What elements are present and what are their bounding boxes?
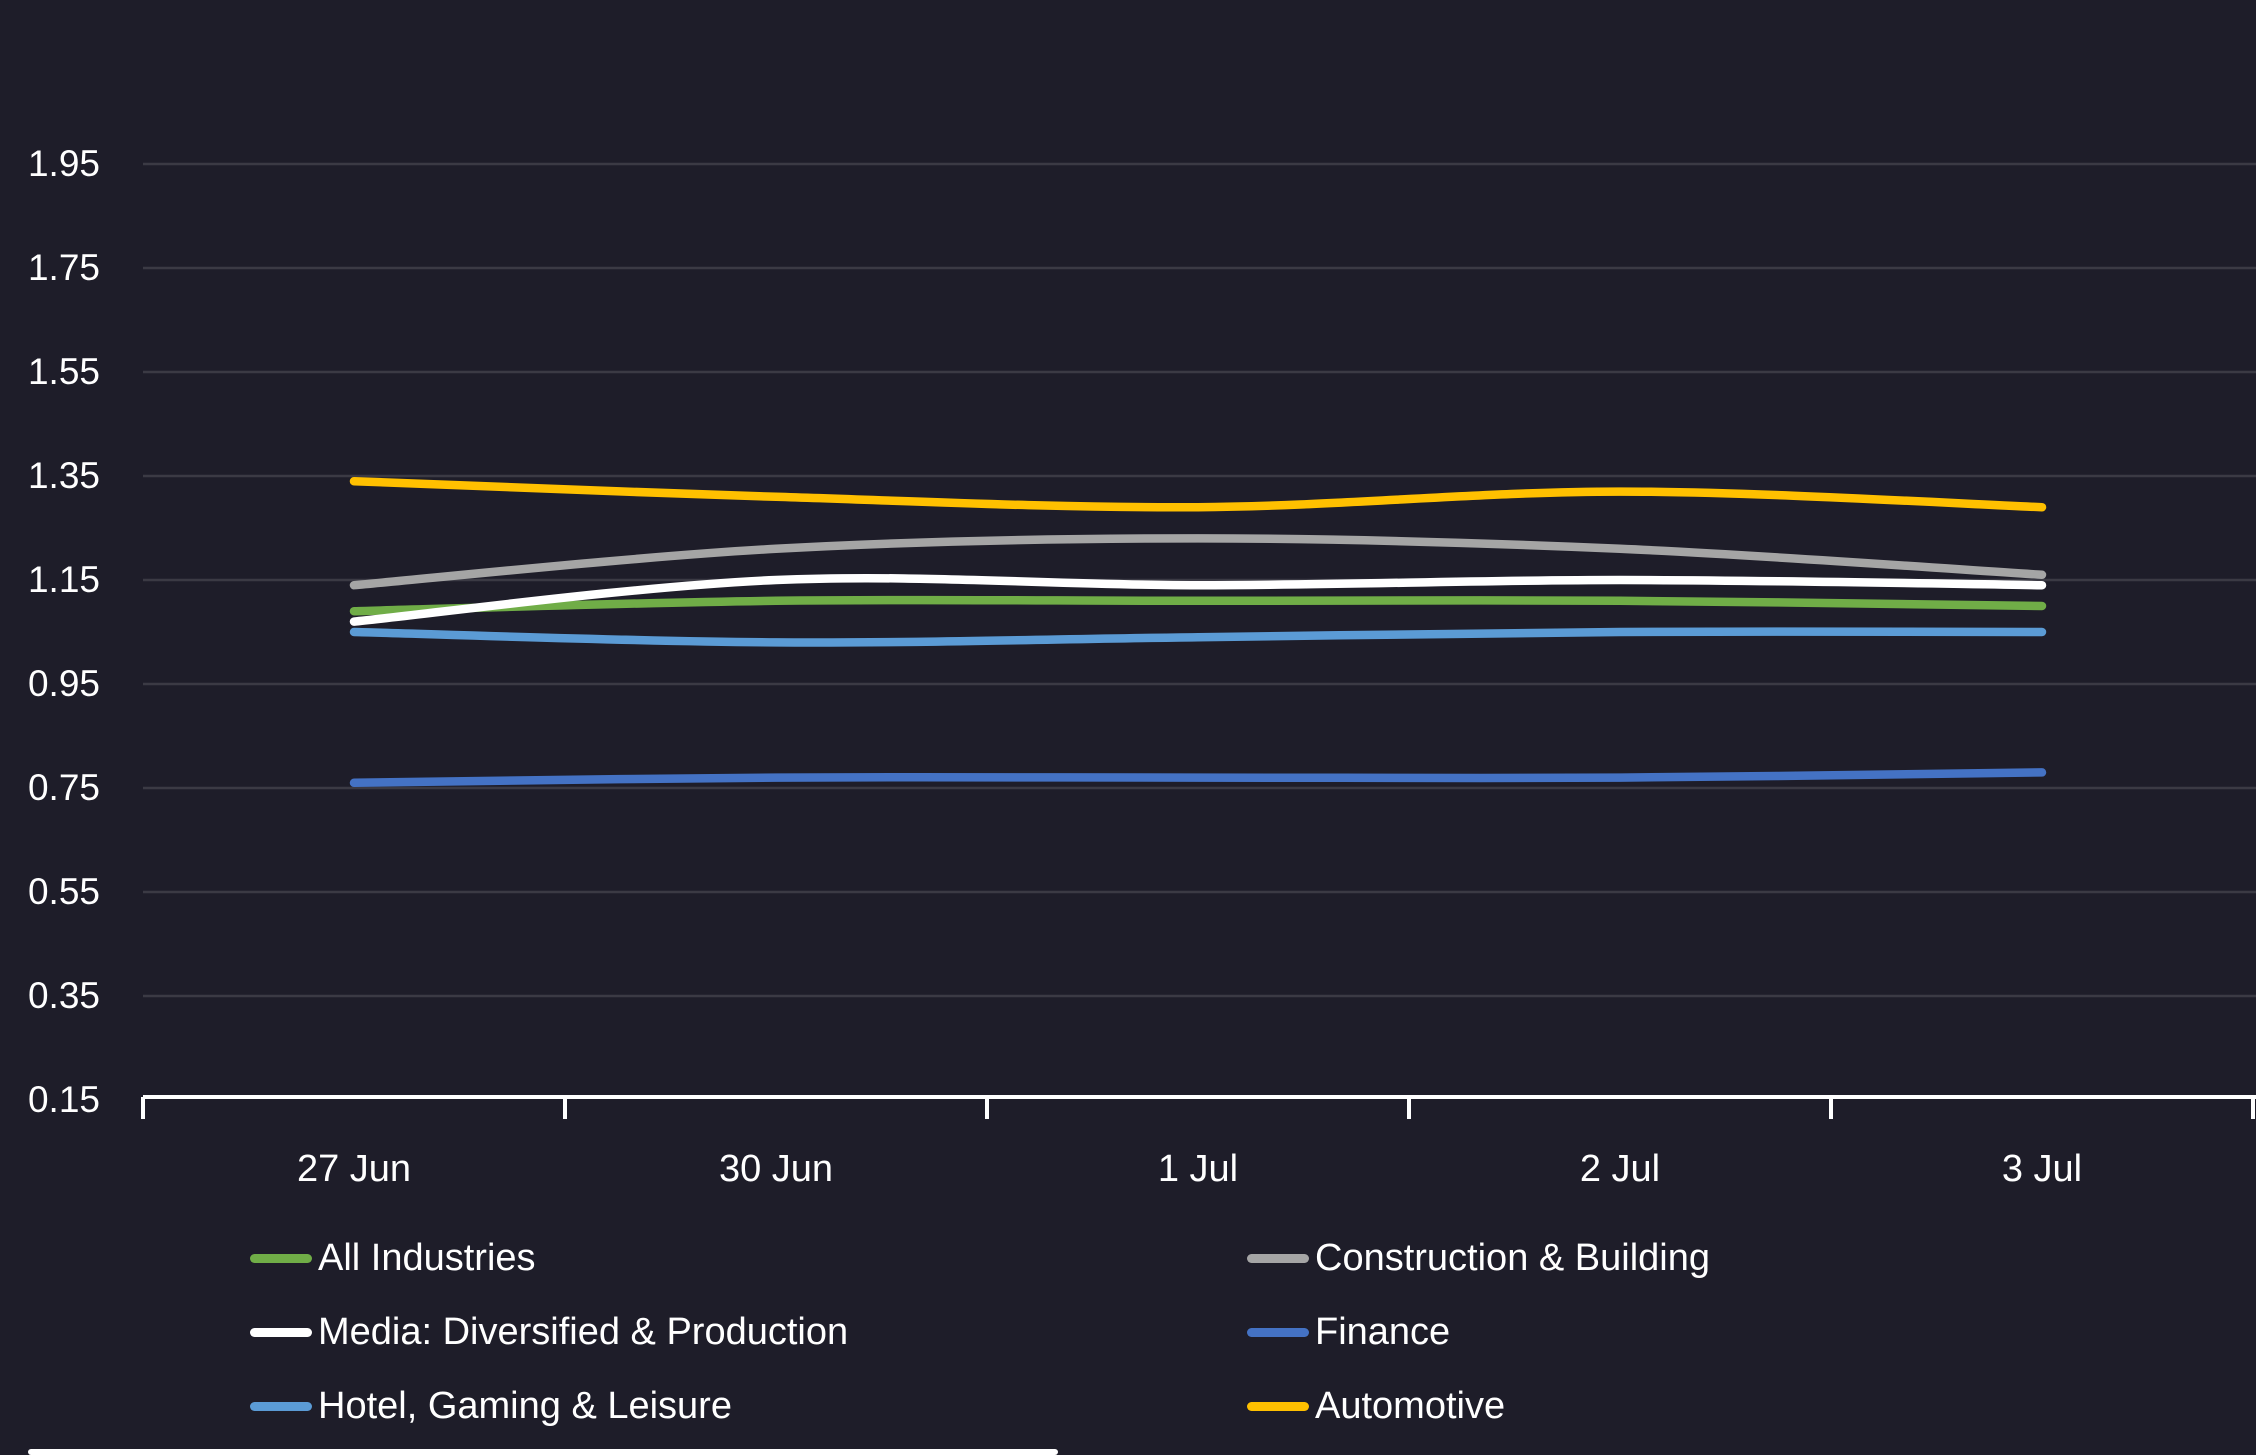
legend-swatch-construction-building: [1247, 1253, 1309, 1263]
y-axis-label: 1.95: [27, 143, 100, 184]
y-axis-label: 1.75: [27, 247, 100, 288]
legend-swatch-automotive: [1247, 1401, 1309, 1411]
series-line-all-industries: [349, 595, 2047, 616]
x-axis-label: 30 Jun: [718, 1148, 834, 1190]
y-axis-label: 0.35: [27, 975, 100, 1016]
y-axis-label: 0.55: [27, 871, 100, 912]
legend-item-media-diversified-production[interactable]: Media: Diversified & Production: [250, 1307, 1247, 1357]
series-line-construction-building: [349, 534, 2047, 590]
legend-label: Automotive: [1315, 1385, 1506, 1427]
legend: All Industries Construction & Building M…: [250, 1233, 1710, 1431]
legend-label: Hotel, Gaming & Leisure: [318, 1385, 732, 1427]
legend-item-construction-building[interactable]: Construction & Building: [1247, 1233, 1710, 1283]
series-line-finance: [349, 768, 2047, 788]
y-axis-label: 1.15: [27, 559, 100, 600]
series-line-media-diversified-production: [349, 573, 2047, 626]
legend-swatch-media-diversified-production: [250, 1327, 312, 1337]
series-line-hotel-gaming-leisure: [349, 627, 2047, 647]
series-line-automotive: [349, 476, 2047, 512]
legend-label: Construction & Building: [1315, 1237, 1710, 1279]
legend-item-finance[interactable]: Finance: [1247, 1307, 1710, 1357]
legend-label: Media: Diversified & Production: [318, 1311, 849, 1353]
legend-label: Finance: [1315, 1311, 1451, 1353]
legend-swatch-hotel-gaming-leisure: [250, 1401, 312, 1411]
y-axis-label: 0.15: [27, 1079, 100, 1120]
x-axis-label: 3 Jul: [2001, 1148, 2083, 1190]
legend-label: All Industries: [318, 1237, 536, 1279]
legend-item-hotel-gaming-leisure[interactable]: Hotel, Gaming & Leisure: [250, 1381, 1247, 1431]
legend-item-all-industries[interactable]: All Industries: [250, 1233, 1247, 1283]
x-axis-label: 1 Jul: [1157, 1148, 1239, 1190]
horizontal-scrollbar-thumb[interactable]: [28, 1449, 1058, 1455]
legend-swatch-all-industries: [250, 1253, 312, 1263]
y-axis-label: 0.75: [27, 767, 100, 808]
x-axis-label: 27 Jun: [296, 1148, 412, 1190]
y-axis-label: 1.35: [27, 455, 100, 496]
y-axis-label: 1.55: [27, 351, 100, 392]
legend-item-automotive[interactable]: Automotive: [1247, 1381, 1710, 1431]
x-axis-label: 2 Jul: [1579, 1148, 1661, 1190]
legend-swatch-finance: [1247, 1327, 1309, 1337]
y-axis-label: 0.95: [27, 663, 100, 704]
